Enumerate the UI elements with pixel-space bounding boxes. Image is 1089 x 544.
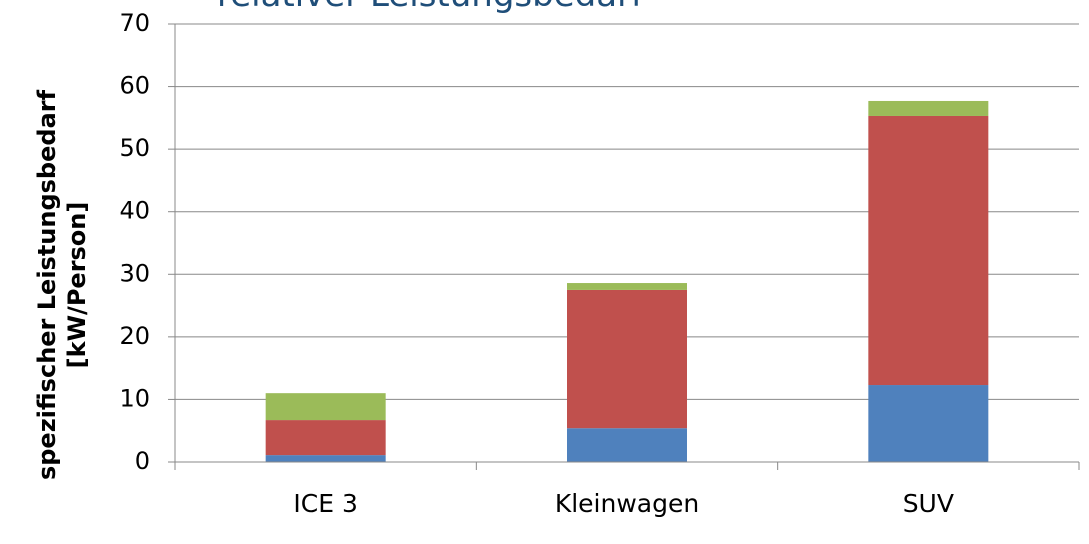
bar-segment <box>567 283 687 290</box>
x-tick-label: SUV <box>903 489 954 518</box>
y-tick-label: 50 <box>119 134 150 162</box>
y-tick-label: 70 <box>119 9 150 37</box>
y-axis-label: spezifischer Leistungsbedarf [kW/Person] <box>33 89 91 480</box>
y-tick-label: 20 <box>119 322 150 350</box>
y-tick-label: 10 <box>119 384 150 412</box>
bar-segment <box>567 428 687 462</box>
bar-segment <box>265 455 386 462</box>
y-tick-label: 30 <box>119 259 150 287</box>
y-tick-label: 60 <box>119 72 150 100</box>
bar-segment <box>868 385 989 462</box>
bar-segment <box>265 420 386 456</box>
y-axis-label-line: [kW/Person] <box>63 202 91 369</box>
y-tick-label: 0 <box>135 447 150 475</box>
x-tick-label: ICE 3 <box>293 489 357 518</box>
bar-segment <box>868 115 989 386</box>
bar-segment <box>868 100 989 116</box>
bar-segment <box>567 289 687 429</box>
y-axis-label-line: spezifischer Leistungsbedarf <box>33 89 61 480</box>
bar-segment <box>265 393 386 421</box>
chart-title: relativer Leistungsbedarf <box>217 0 644 15</box>
x-tick-label: Kleinwagen <box>555 489 699 518</box>
y-tick-label: 40 <box>119 197 150 225</box>
